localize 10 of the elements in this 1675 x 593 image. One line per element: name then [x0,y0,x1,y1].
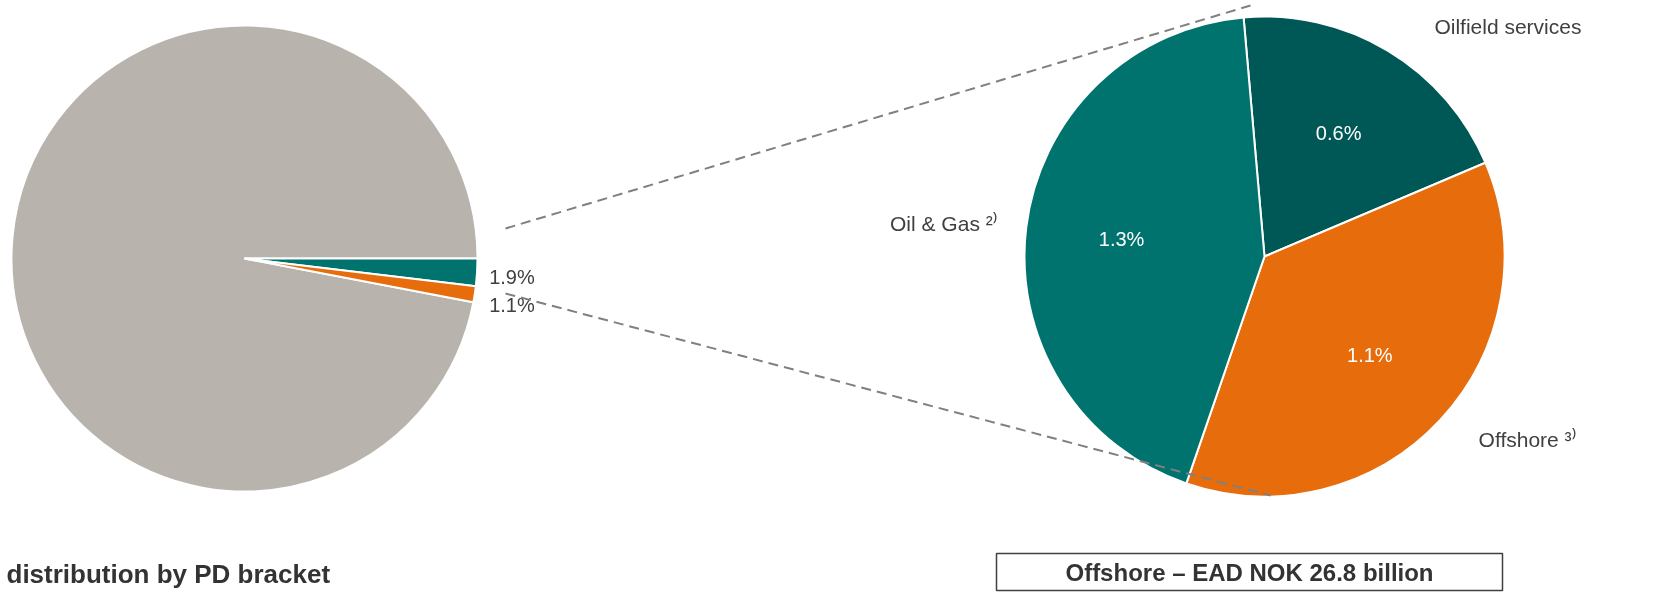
slice-label: Offshore ³⁾ [1478,427,1577,452]
data-label: 0.6% [1315,122,1362,145]
data-label: 1.1% [1347,343,1393,366]
text: distribution by PD bracket [6,558,331,589]
text: Offshore – EAD NOK 26.8 billion [1065,559,1434,586]
data-label: 1.9% [489,265,535,288]
slice-label: Oilfield services [1434,14,1582,38]
data-label: 1.3% [1098,227,1145,250]
data-label: 1.1% [489,293,535,316]
slice-label: Oil & Gas ²⁾ [890,211,998,236]
